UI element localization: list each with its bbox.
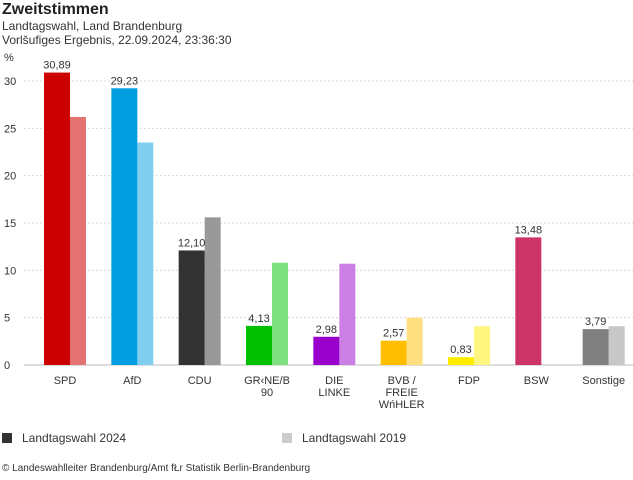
y-tick-label: 0 xyxy=(4,360,10,372)
x-tick-label: BSW xyxy=(524,375,550,387)
chart-title: Zweitstimmen xyxy=(2,1,109,18)
legend-item-2019: Landtagswahl 2019 xyxy=(282,431,406,445)
y-tick-label: 20 xyxy=(4,171,16,183)
legend-swatch-2019 xyxy=(282,433,292,443)
bar-2024 xyxy=(44,72,70,365)
bar-2024 xyxy=(582,329,609,365)
x-tick-label: WńHLER xyxy=(379,399,425,411)
data-label: 3,79 xyxy=(585,316,606,328)
bar-2019 xyxy=(339,263,356,365)
x-tick-label: GR‹NE/B xyxy=(244,375,290,387)
data-label: 13,48 xyxy=(515,224,543,236)
bar-2019 xyxy=(608,326,625,365)
x-tick-label: FREIE xyxy=(385,387,417,399)
bar-2024 xyxy=(380,340,407,365)
data-label: 2,98 xyxy=(316,324,337,336)
bar-2024 xyxy=(178,250,205,365)
chart-date: Vorlšufiges Ergebnis, 22.09.2024, 23:36:… xyxy=(2,33,232,47)
data-label: 4,13 xyxy=(248,313,269,325)
x-tick-label: Sonstige xyxy=(582,375,625,387)
y-tick-label: 15 xyxy=(4,218,16,230)
x-tick-label: AfD xyxy=(123,375,141,387)
data-label: 12,10 xyxy=(178,237,206,249)
chart-subtitle: Landtagswahl, Land Brandenburg xyxy=(2,19,183,33)
legend-label-2024: Landtagswahl 2024 xyxy=(22,431,127,445)
bar-chart: 0 5 10 15 20 25 30% 30,89 SPD 29,23 AfD 12,10 CDU 4,1… xyxy=(4,52,633,411)
bar-2019 xyxy=(272,262,288,365)
bar-2024 xyxy=(111,88,138,365)
x-tick-label: CDU xyxy=(188,375,212,387)
bar-2019 xyxy=(137,142,154,365)
source-note: © Landeswahlleiter Brandenburg/Amt fŁr S… xyxy=(2,463,311,474)
y-tick-label: 30 xyxy=(4,76,16,88)
x-tick-label: LINKE xyxy=(318,387,350,399)
bar-2024 xyxy=(246,325,272,365)
y-tick-label: 10 xyxy=(4,265,16,277)
x-tick-label: BVB / xyxy=(388,375,417,387)
data-label: 30,89 xyxy=(43,60,71,72)
x-tick-label: SPD xyxy=(54,375,77,387)
bar-2019 xyxy=(204,217,221,365)
data-label: 0,83 xyxy=(450,344,471,356)
bar-2024 xyxy=(313,336,340,365)
y-axis-label: % xyxy=(4,52,14,64)
x-tick-label: 90 xyxy=(261,387,273,399)
data-label: 2,57 xyxy=(383,328,404,340)
bar-2024 xyxy=(448,357,474,365)
data-label: 29,23 xyxy=(111,75,139,87)
bar-2019 xyxy=(406,317,423,365)
bar-2019 xyxy=(474,326,490,365)
y-tick-label: 5 xyxy=(4,313,10,325)
bar-2019 xyxy=(70,116,86,366)
bar-2024 xyxy=(515,237,542,365)
legend-label-2019: Landtagswahl 2019 xyxy=(302,431,407,445)
y-tick-label: 25 xyxy=(4,123,16,135)
x-tick-label: FDP xyxy=(458,375,480,387)
legend-swatch-2024 xyxy=(2,433,12,443)
x-tick-label: DIE xyxy=(325,375,343,387)
legend-item-2024: Landtagswahl 2024 xyxy=(2,431,126,445)
